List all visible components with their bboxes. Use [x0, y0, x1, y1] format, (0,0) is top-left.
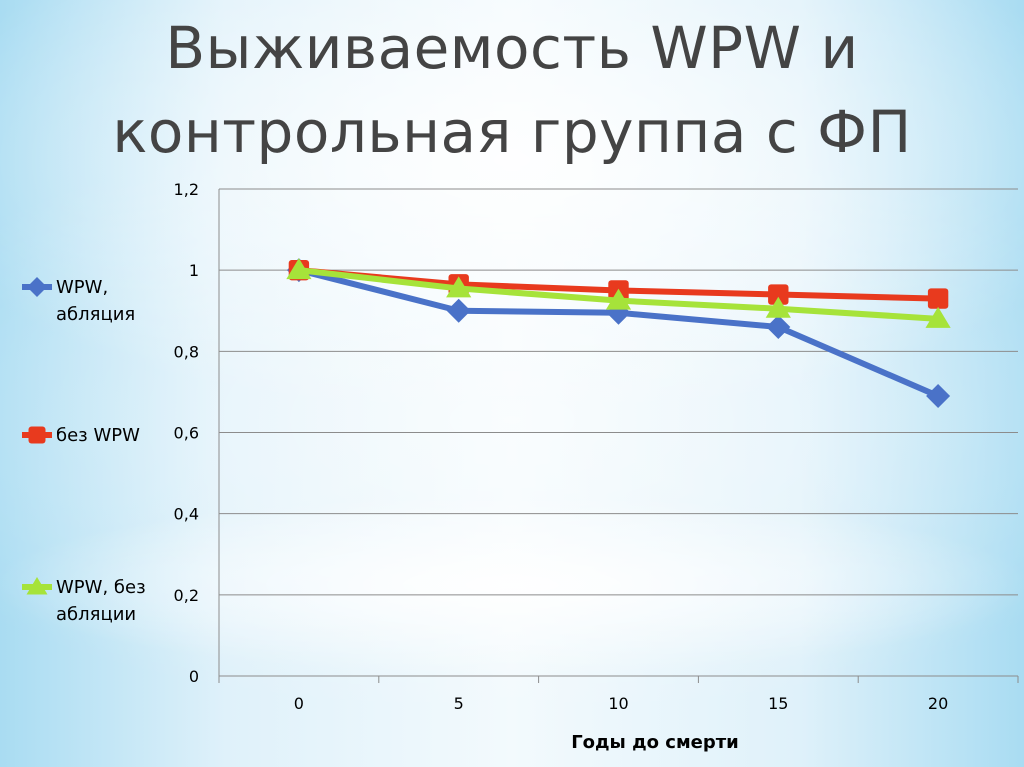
data-point-triangle — [26, 577, 48, 595]
y-tick-label: 0,4 — [174, 505, 199, 524]
y-tick-label: 0,8 — [174, 342, 199, 361]
gridlines — [219, 188, 1018, 596]
legend-item: WPW, без абляции — [22, 577, 146, 625]
x-tick-label: 5 — [454, 694, 464, 713]
legend-label: без WPW — [56, 425, 140, 446]
legend: WPW, абляция без WPW WPW, без абляции — [22, 277, 146, 625]
data-point-diamond — [27, 277, 47, 297]
legend-item: без WPW — [22, 425, 140, 446]
y-tick-label: 1 — [189, 261, 199, 280]
data-point-diamond — [926, 383, 951, 408]
legend-label: WPW, — [56, 277, 108, 298]
data-point-square — [927, 288, 949, 309]
y-tick-label: 0,2 — [174, 586, 199, 605]
slide-title-line-2: контрольная группа с ФП — [112, 98, 912, 166]
x-tick-label: 10 — [608, 694, 628, 713]
data-point-triangle — [925, 306, 951, 328]
legend-label: абляция — [56, 304, 135, 325]
data-point-triangle — [446, 276, 472, 298]
legend-label: абляции — [56, 604, 136, 625]
y-tick-label: 0 — [189, 667, 199, 686]
data-point-triangle — [605, 288, 632, 310]
data-point-square — [28, 426, 46, 444]
data-point-diamond — [766, 314, 791, 339]
axes: 0 0,2 0,4 0,6 0,8 1 1,2 0 5 10 15 20 — [174, 180, 1019, 713]
data-point-triangle — [765, 296, 791, 318]
y-tick-label: 1,2 — [174, 180, 199, 199]
x-tick-label: 15 — [768, 694, 788, 713]
x-axis-title: Годы до смерти — [571, 732, 739, 753]
data-point-diamond — [446, 298, 471, 323]
data-point-triangle — [286, 258, 312, 280]
data-point-square — [768, 284, 789, 305]
legend-item: WPW, абляция — [22, 277, 135, 325]
slide-title-line-1: Выживаемость WPW и — [165, 14, 859, 82]
slide-title: Выживаемость WPW и контрольная группа с … — [0, 6, 1024, 174]
series-lines — [286, 258, 951, 408]
x-tick-label: 20 — [928, 694, 948, 713]
legend-label: WPW, без — [56, 577, 146, 598]
x-tick-label: 0 — [294, 694, 304, 713]
y-tick-label: 0,6 — [174, 424, 199, 443]
